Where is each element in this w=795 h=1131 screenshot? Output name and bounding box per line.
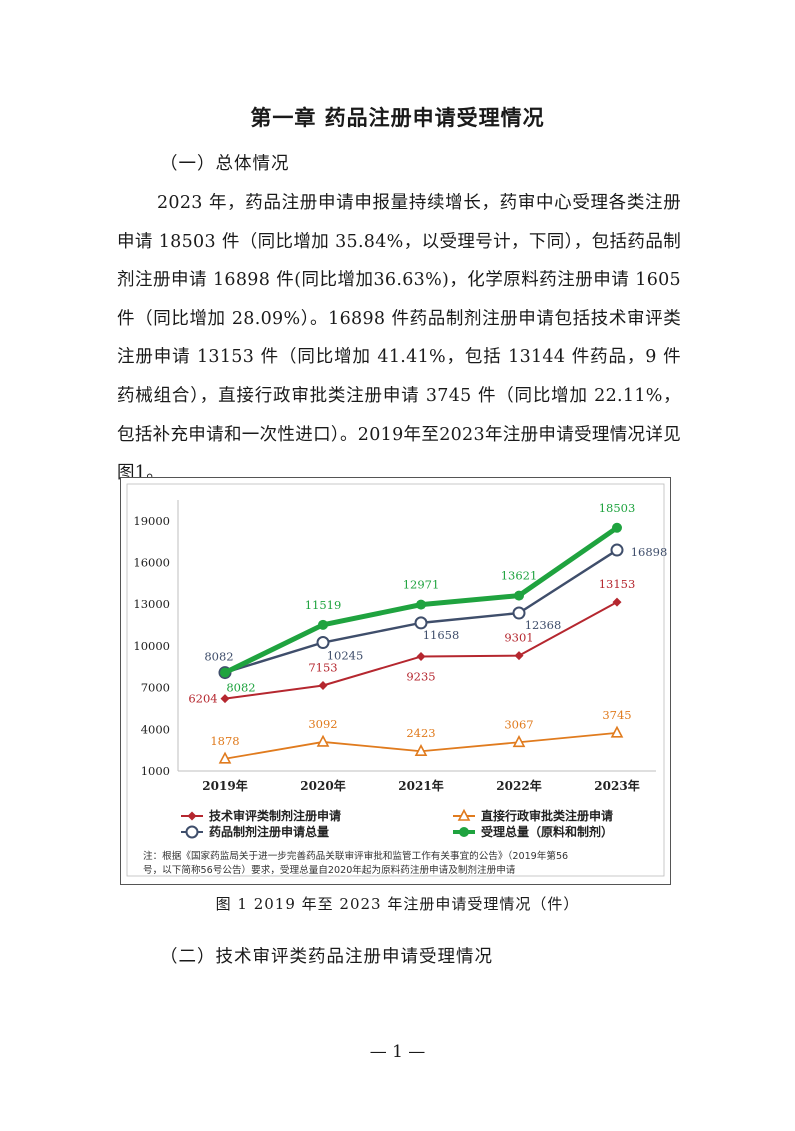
series-3-point (316, 636, 330, 650)
legend-label-1: 技术审评类制剂注册申请 (209, 808, 341, 823)
series-1-point (416, 652, 426, 662)
figure-caption: 图 1 2019 年至 2023 年注册申请受理情况（件） (215, 895, 580, 913)
line-chart: 1000 4000 7000 10000 13000 16000 19000 2019年 202… (126, 483, 668, 877)
series-3-point (610, 543, 624, 557)
y-tick-label: 19000 (133, 514, 170, 528)
series-2-data-label: 2423 (406, 726, 435, 740)
series-4-point (416, 599, 426, 610)
series-1-point (514, 651, 524, 661)
legend-marker-3 (185, 825, 199, 839)
series-3-data-label: 11658 (423, 628, 460, 642)
section-heading-technical-review: （二）技术审评类药品注册申请受理情况 (160, 947, 493, 967)
series-2-data-label: 3092 (308, 717, 337, 731)
chart-inner-border (126, 483, 665, 877)
series-2-point (512, 735, 526, 748)
section-heading-overall: （一）总体情况 (160, 154, 290, 174)
y-tick-label: 10000 (133, 639, 170, 653)
legend-label-3: 药品制剂注册申请总量 (209, 824, 329, 839)
series-1-data-label: 9301 (504, 631, 533, 645)
series-3-point (512, 606, 526, 620)
legend-marker-2 (457, 808, 471, 821)
legend-marker-4 (459, 827, 469, 837)
series-4-data-label: 12971 (403, 578, 440, 592)
legend-label-2: 直接行政审批类注册申请 (481, 808, 613, 823)
x-tick-label: 2021年 (398, 778, 443, 793)
series-3-data-label: 10245 (327, 649, 364, 663)
series-1-point (612, 597, 622, 607)
legend-label-4: 受理总量（原料和制剂） (481, 824, 613, 839)
series-4-point (514, 590, 524, 601)
series-1-data-label: 6204 (188, 692, 217, 706)
series-2-data-label: 1878 (210, 734, 239, 748)
series-1-point (318, 680, 328, 690)
series-3-point (414, 616, 428, 630)
series-2-point (316, 734, 330, 747)
y-tick-label: 16000 (133, 556, 170, 570)
chart-note-line-2: 号，以下简称56号公告）要求，受理总量自2020年起为原料药注册申请及制剂注册申… (143, 864, 516, 876)
series-4-data-label: 13621 (501, 569, 538, 583)
series-2-data-label: 3745 (602, 708, 631, 722)
series-3-data-label: 12368 (525, 618, 562, 632)
x-tick-label: 2019年 (202, 778, 247, 793)
y-tick-label: 4000 (141, 722, 170, 736)
series-4-point (612, 522, 622, 533)
legend-marker-1 (187, 811, 197, 821)
page-number: — 1 — (369, 1042, 426, 1062)
chapter-title: 第一章 药品注册申请受理情况 (250, 105, 545, 130)
x-tick-label: 2022年 (496, 778, 541, 793)
series-1-data-label: 7153 (308, 660, 337, 674)
series-2-point (610, 725, 624, 738)
series-1-data-label: 13153 (599, 577, 636, 591)
series-4-point (220, 667, 230, 678)
series-2-point (414, 744, 428, 757)
overview-paragraph: 2023 年，药品注册申请申报量持续增长，药审中心受理各类注册申请 18503 … (117, 193, 681, 484)
figure-1-chart: 1000 4000 7000 10000 13000 16000 19000 2019年 202… (120, 477, 671, 885)
series-4-data-label: 18503 (599, 501, 636, 515)
y-tick-label: 13000 (133, 597, 170, 611)
series-1-data-label: 9235 (406, 670, 435, 684)
series-4-point (318, 619, 328, 630)
series-4-data-label: 11519 (305, 598, 342, 612)
y-tick-label: 7000 (141, 681, 170, 695)
series-3-data-label: 8082 (204, 650, 233, 664)
series-2-point (218, 751, 232, 764)
series-2-data-label: 3067 (504, 717, 533, 731)
chart-note-line-1: 注：根据《国家药监局关于进一步完善药品关联审评审批和监管工作有关事宜的公告》（2… (143, 850, 568, 862)
x-tick-label: 2023年 (594, 778, 639, 793)
y-tick-label: 1000 (141, 764, 170, 778)
series-3-data-label: 16898 (631, 545, 668, 559)
series-1-point (220, 694, 230, 704)
series-4-data-label: 8082 (226, 681, 255, 695)
x-tick-label: 2020年 (300, 778, 345, 793)
